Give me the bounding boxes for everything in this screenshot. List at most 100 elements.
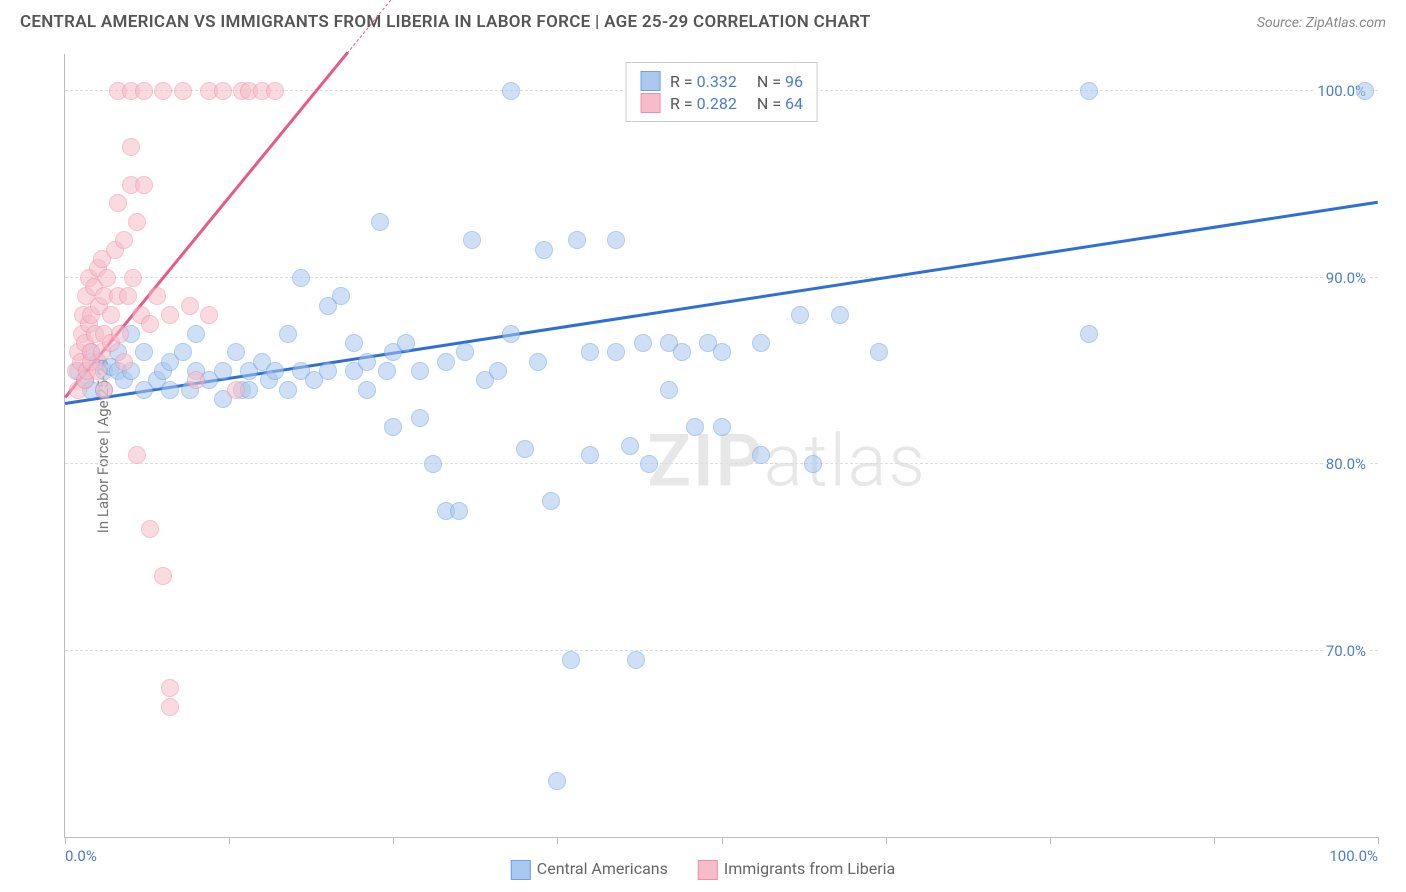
data-point [141,520,159,538]
data-point [713,343,731,361]
chart-container: In Labor Force | Age 25-29 ZIPatlas 70.0… [20,46,1386,846]
y-tick-label: 80.0% [1324,455,1368,473]
x-tick [65,837,66,844]
n-label: N = 64 [757,94,803,113]
correlation-row: R = 0.332N = 96 [640,71,803,91]
data-point [371,213,389,231]
data-point [279,381,297,399]
data-point [804,455,822,473]
data-point [174,82,192,100]
data-point [581,343,599,361]
n-label: N = 96 [757,72,803,91]
x-tick-label: 100.0% [1329,847,1378,865]
data-point [181,297,199,315]
data-point [640,455,658,473]
data-point [141,315,159,333]
data-point [161,306,179,324]
data-point [214,82,232,100]
data-point [187,371,205,389]
data-point [279,325,297,343]
data-point [135,176,153,194]
data-point [607,343,625,361]
correlation-row: R = 0.282N = 64 [640,93,803,113]
data-point [529,353,547,371]
plot-area: ZIPatlas 70.0%80.0%90.0%100.0%0.0%100.0%… [64,54,1378,838]
data-point [319,362,337,380]
x-tick [557,837,558,844]
data-point [463,231,481,249]
data-point [187,325,205,343]
data-point [581,446,599,464]
x-tick [722,837,723,844]
data-point [542,492,560,510]
data-point [227,381,245,399]
data-point [437,353,455,371]
chart-title: CENTRAL AMERICAN VS IMMIGRANTS FROM LIBE… [20,12,871,32]
grid-line [65,650,1378,651]
legend-item: Immigrants from Liberia [698,859,895,880]
y-tick-label: 90.0% [1324,269,1368,287]
data-point [1080,325,1098,343]
data-point [621,437,639,455]
grid-line [65,277,1378,278]
y-tick-label: 70.0% [1324,642,1368,660]
data-point [568,231,586,249]
grid-line [65,463,1378,464]
data-point [135,82,153,100]
data-point [607,231,625,249]
x-tick [1214,837,1215,844]
data-point [124,269,142,287]
data-point [627,651,645,669]
data-point [214,362,232,380]
data-point [358,353,376,371]
data-point [634,334,652,352]
data-point [1080,82,1098,100]
data-point [673,343,691,361]
data-point [424,455,442,473]
data-point [548,772,566,790]
data-point [456,343,474,361]
x-tick [229,837,230,844]
data-point [332,287,350,305]
data-point [535,241,553,259]
data-point [411,362,429,380]
data-point [660,381,678,399]
legend-swatch [640,93,660,113]
data-point [161,381,179,399]
data-point [358,381,376,399]
legend-swatch [698,860,718,880]
data-point [1356,82,1374,100]
data-point [489,362,507,380]
source-label: Source: ZipAtlas.com [1257,15,1386,31]
data-point [128,213,146,231]
data-point [752,334,770,352]
data-point [411,409,429,427]
data-point [450,502,468,520]
legend-swatch [640,71,660,91]
data-point [111,325,129,343]
correlation-legend: R = 0.332N = 96R = 0.282N = 64 [625,62,818,122]
data-point [154,567,172,585]
legend-item: Central Americans [511,859,668,880]
data-point [89,362,107,380]
data-point [266,82,284,100]
x-tick-label: 0.0% [65,847,97,865]
data-point [122,138,140,156]
data-point [384,418,402,436]
data-point [516,440,534,458]
data-point [562,651,580,669]
data-point [227,343,245,361]
data-point [200,306,218,324]
data-point [98,269,116,287]
data-point [502,82,520,100]
legend-swatch [511,860,531,880]
data-point [115,231,133,249]
data-point [713,418,731,436]
x-tick [886,837,887,844]
data-point [135,343,153,361]
legend-bottom: Central Americans Immigrants from Liberia [511,859,895,880]
data-point [161,698,179,716]
data-point [502,325,520,343]
chart-header: CENTRAL AMERICAN VS IMMIGRANTS FROM LIBE… [0,0,1406,40]
data-point [174,343,192,361]
